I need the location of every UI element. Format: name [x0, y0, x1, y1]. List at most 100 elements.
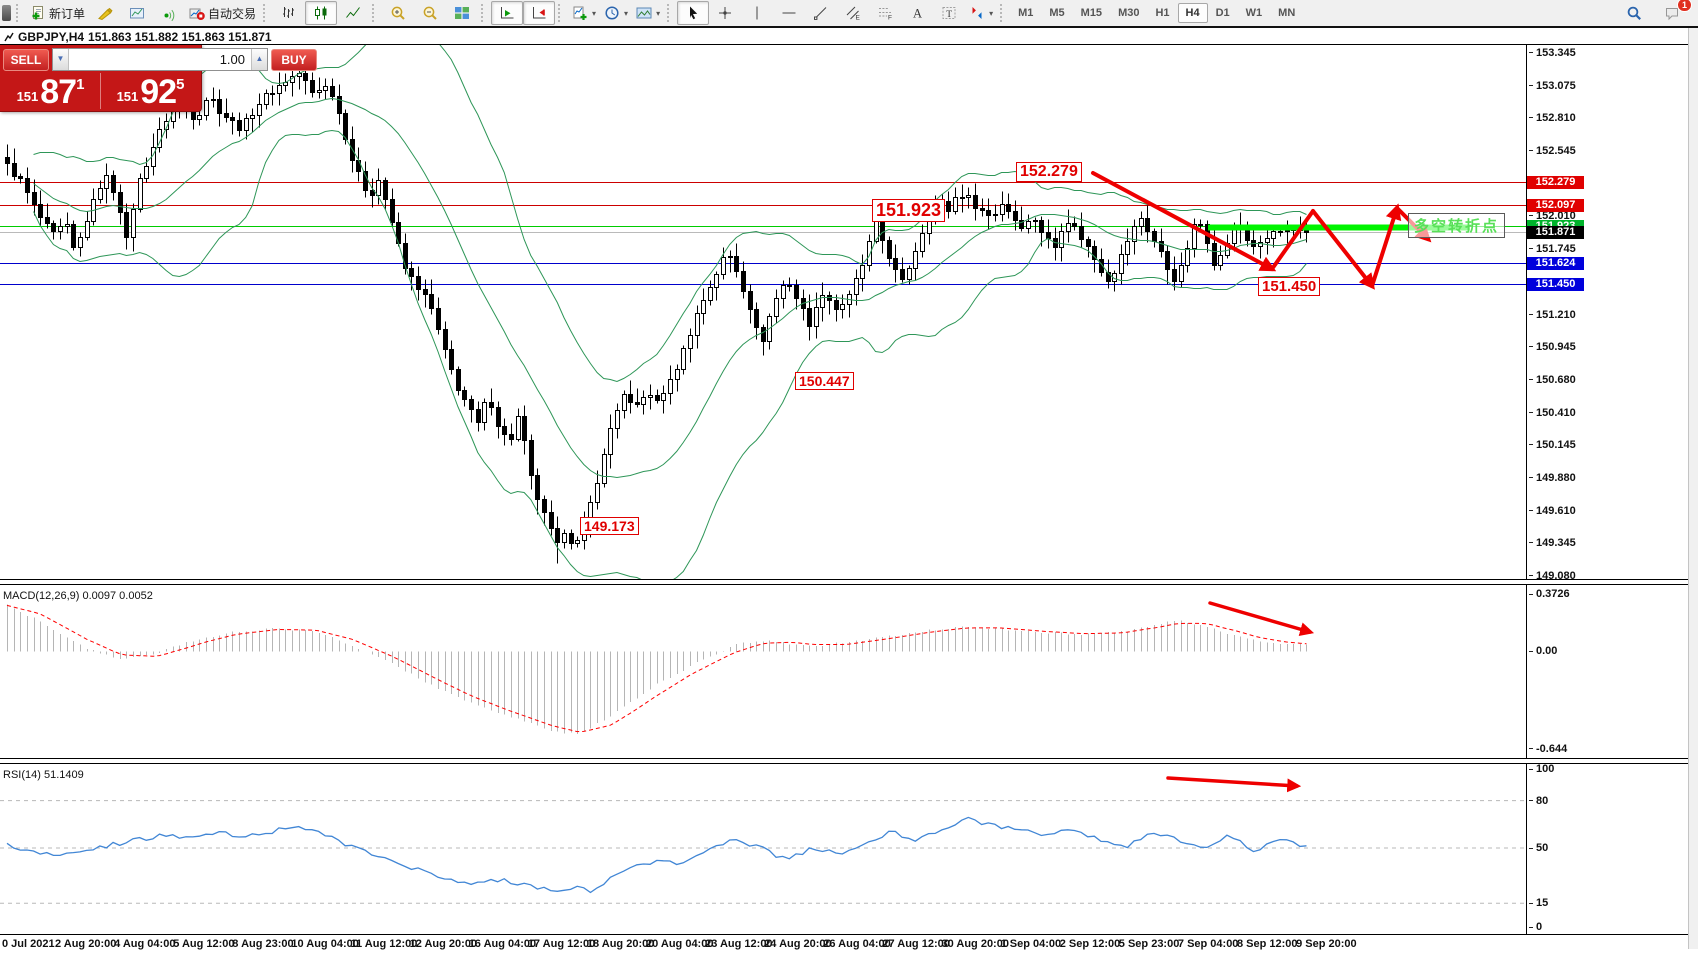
crayon-icon: [98, 7, 113, 21]
volume-increase-button[interactable]: ▲: [251, 49, 267, 70]
chart-shift-button[interactable]: [523, 1, 556, 25]
channel-icon: E: [846, 6, 861, 21]
macd-pane: 0.3726 0.00 -0.644 MACD(12,26,9) 0.0097 0.…: [0, 585, 1698, 758]
cursor-button[interactable]: [677, 1, 710, 25]
pane-divider[interactable]: [0, 579, 1698, 585]
chart-shift-icon: [533, 7, 546, 19]
templates-button[interactable]: ▾: [632, 1, 664, 25]
horizontal-line-button[interactable]: [773, 1, 805, 25]
auto-scroll-icon: [501, 7, 514, 19]
auto-scroll-button[interactable]: [491, 1, 524, 25]
price-annotation[interactable]: 150.447: [795, 372, 854, 391]
time-label: 9 Sep 20:00: [1296, 938, 1357, 950]
macd-tick: 0.00: [1529, 645, 1557, 657]
price-annotation[interactable]: 152.279: [1016, 162, 1082, 183]
equidistant-channel-button[interactable]: E: [837, 1, 869, 25]
line-chart-button[interactable]: [337, 1, 369, 25]
chart-area: 153.345 153.075 152.810 152.545 152.010 151.7…: [0, 45, 1698, 954]
label-t-icon: T: [942, 7, 956, 20]
buy-price[interactable]: 151 92 5: [100, 73, 200, 109]
svg-text:F: F: [888, 15, 892, 22]
timeframe-m15[interactable]: M15: [1080, 7, 1103, 19]
price-tick: 149.880: [1529, 472, 1576, 484]
price-tick: 149.080: [1529, 570, 1576, 582]
time-label: 8 Aug 23:00: [232, 938, 294, 950]
text-a-icon: A: [913, 7, 922, 21]
signals-button[interactable]: [153, 1, 185, 25]
periods-button[interactable]: ▾: [600, 1, 632, 25]
price-badge: 152.279: [1527, 175, 1584, 189]
auto-trading-button[interactable]: 自动交易: [185, 1, 260, 25]
vertical-line-button[interactable]: [741, 1, 773, 25]
tile-windows-button[interactable]: [446, 1, 478, 25]
rsi-tick: 50: [1529, 842, 1548, 854]
trendline-button[interactable]: [805, 1, 837, 25]
timeframe-d1[interactable]: D1: [1215, 7, 1230, 19]
price-annotation[interactable]: 149.173: [580, 517, 639, 536]
toolbar-grip: [16, 4, 22, 22]
timeframe-m1[interactable]: M1: [1018, 7, 1034, 19]
new-chart-button[interactable]: [121, 1, 153, 25]
timeframe-m5[interactable]: M5: [1049, 7, 1065, 19]
volume-decrease-button[interactable]: ▼: [53, 49, 69, 70]
price-annotation[interactable]: 151.923: [872, 199, 946, 222]
zoom-out-button[interactable]: [414, 1, 446, 25]
timeframe-mn[interactable]: MN: [1278, 7, 1296, 19]
bar-chart-button[interactable]: [273, 1, 305, 25]
auto-trading-button-label: 自动交易: [208, 6, 257, 21]
timeframe-h4[interactable]: H4: [1177, 3, 1208, 23]
rsi-canvas[interactable]: [0, 764, 1526, 934]
clipped-toolbar-icon: [2, 5, 11, 21]
price-badge: 151.624: [1527, 256, 1584, 270]
macd-label: MACD(12,26,9) 0.0097 0.0052: [3, 590, 153, 602]
text-label-button[interactable]: T: [933, 1, 965, 25]
timeframe-h1[interactable]: H1: [1155, 7, 1170, 19]
toolbar-grip: [481, 4, 487, 22]
rsi-trend-arrow[interactable]: [1166, 776, 1302, 793]
timeframe-w1[interactable]: W1: [1245, 7, 1263, 19]
pane-divider[interactable]: [0, 758, 1698, 764]
price-chart-canvas[interactable]: [0, 45, 1526, 579]
fibo-icon: F: [879, 8, 892, 22]
price-tick: 153.075: [1529, 80, 1576, 92]
arrows-button[interactable]: ▾: [965, 1, 997, 25]
time-label: 26 Aug 04:00: [823, 938, 891, 950]
rsi-axis[interactable]: 100 80 50 15 0: [1526, 763, 1698, 934]
candlestick-chart-button[interactable]: [305, 1, 338, 25]
chevron-down-icon: ▾: [592, 8, 597, 18]
rsi-tick: 15: [1529, 897, 1548, 909]
volume-input[interactable]: [69, 49, 251, 70]
notifications-button[interactable]: 1: [1656, 0, 1692, 25]
hline-icon: [782, 12, 796, 14]
time-label: 12 Aug 20:00: [409, 938, 478, 950]
trend-zigzag-arrows[interactable]: [1091, 171, 1432, 290]
time-axis[interactable]: 0 Jul 2021 2 Aug 20:00 4 Aug 04:00 5 Aug 12…: [0, 934, 1698, 954]
turning-point-note[interactable]: 多空转折点: [1408, 213, 1506, 238]
sell-price-pip: 1: [76, 76, 85, 93]
buy-button[interactable]: BUY: [271, 48, 317, 71]
crayon-button[interactable]: [89, 1, 121, 25]
price-badge: 152.097: [1527, 198, 1584, 212]
indicators-button[interactable]: ▾: [568, 1, 600, 25]
macd-axis[interactable]: 0.3726 0.00 -0.644: [1526, 585, 1698, 758]
zoom-in-button[interactable]: [382, 1, 414, 25]
sell-price[interactable]: 151 87 1: [1, 73, 100, 109]
price-axis[interactable]: 153.345 153.075 152.810 152.545 152.010 151.7…: [1526, 45, 1698, 582]
crosshair-button[interactable]: [709, 1, 741, 25]
macd-trend-arrow[interactable]: [1208, 601, 1315, 636]
macd-canvas[interactable]: [0, 585, 1526, 758]
timeframe-m30[interactable]: M30: [1118, 7, 1140, 19]
toolbar-grip: [667, 4, 673, 22]
time-label: 23 Aug 12:00: [705, 938, 773, 950]
notif-icon: [1666, 8, 1678, 21]
text-button[interactable]: A: [901, 1, 933, 25]
price-tick: 149.610: [1529, 505, 1576, 517]
new-order-button[interactable]: 新订单: [26, 1, 89, 25]
cursor-icon: [690, 6, 698, 20]
time-label: 2 Aug 20:00: [55, 938, 117, 950]
search-button[interactable]: [1618, 1, 1650, 25]
sell-button[interactable]: SELL: [3, 48, 49, 71]
time-label: 11 Aug 12:00: [350, 938, 418, 950]
price-annotation[interactable]: 151.450: [1258, 277, 1321, 297]
fibonacci-button[interactable]: F: [869, 1, 901, 25]
